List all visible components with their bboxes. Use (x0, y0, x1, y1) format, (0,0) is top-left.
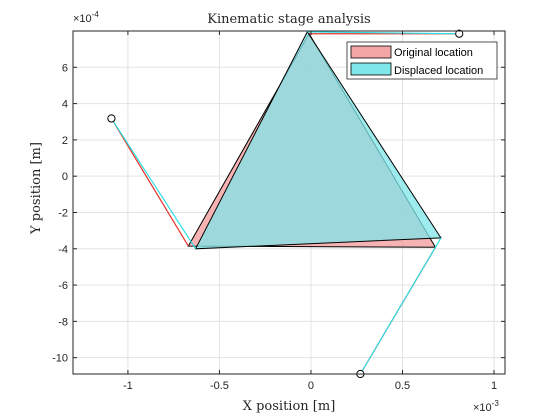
legend-label-displaced: Displaced location (394, 65, 483, 77)
anchor-point-2 (455, 29, 464, 38)
y-tick-label: -6 (58, 280, 68, 292)
link-displaced-3 (359, 237, 442, 375)
x-exponent-power: -3 (492, 399, 500, 408)
plot-area: -1 -0.5 0 0.5 1 -10 -8 -6 -4 -2 0 2 4 6 (52, 29, 506, 392)
ticks: -1 -0.5 0 0.5 1 -10 -8 -6 -4 -2 0 2 4 6 (52, 31, 505, 392)
y-tick-label: -10 (52, 353, 68, 365)
axes-box (72, 30, 506, 375)
legend-swatch-original (350, 45, 392, 59)
chart-title: Kinematic stage analysis (207, 12, 370, 27)
legend-swatch-displaced (350, 62, 392, 76)
y-tick-label: 0 (62, 171, 68, 183)
x-exponent-base: ×10 (473, 402, 492, 414)
y-exponent-power: -4 (92, 10, 100, 19)
y-tick-label: 2 (62, 135, 68, 147)
triangle-displaced (194, 30, 442, 250)
y-tick-label: -8 (58, 316, 68, 328)
x-tick-label: 0.5 (395, 380, 410, 392)
x-tick-label: -0.5 (210, 380, 229, 392)
y-tick-label: 6 (62, 62, 68, 74)
y-exponent-label: ×10-4 (73, 10, 99, 25)
legend-label-original: Original location (394, 47, 473, 59)
y-tick-label: -2 (58, 207, 68, 219)
anchor-point-1 (107, 114, 116, 123)
x-tick-label: 1 (491, 380, 497, 392)
y-tick-label: -4 (58, 244, 68, 256)
y-axis-label: Y position [m] (29, 142, 44, 235)
link-displaced-2 (307, 31, 460, 35)
link-displaced-1 (110, 118, 197, 250)
y-tick-label: 4 (62, 99, 68, 111)
x-tick-label: 0 (308, 380, 314, 392)
data-layer (107, 29, 464, 379)
y-exponent-base: ×10 (73, 13, 92, 25)
x-axis-label: X position [m] (243, 399, 336, 414)
x-tick-label: -1 (123, 380, 133, 392)
x-exponent-label: ×10-3 (473, 399, 499, 414)
link-original-1 (110, 118, 189, 247)
legend: Original location Displaced location (346, 41, 498, 80)
